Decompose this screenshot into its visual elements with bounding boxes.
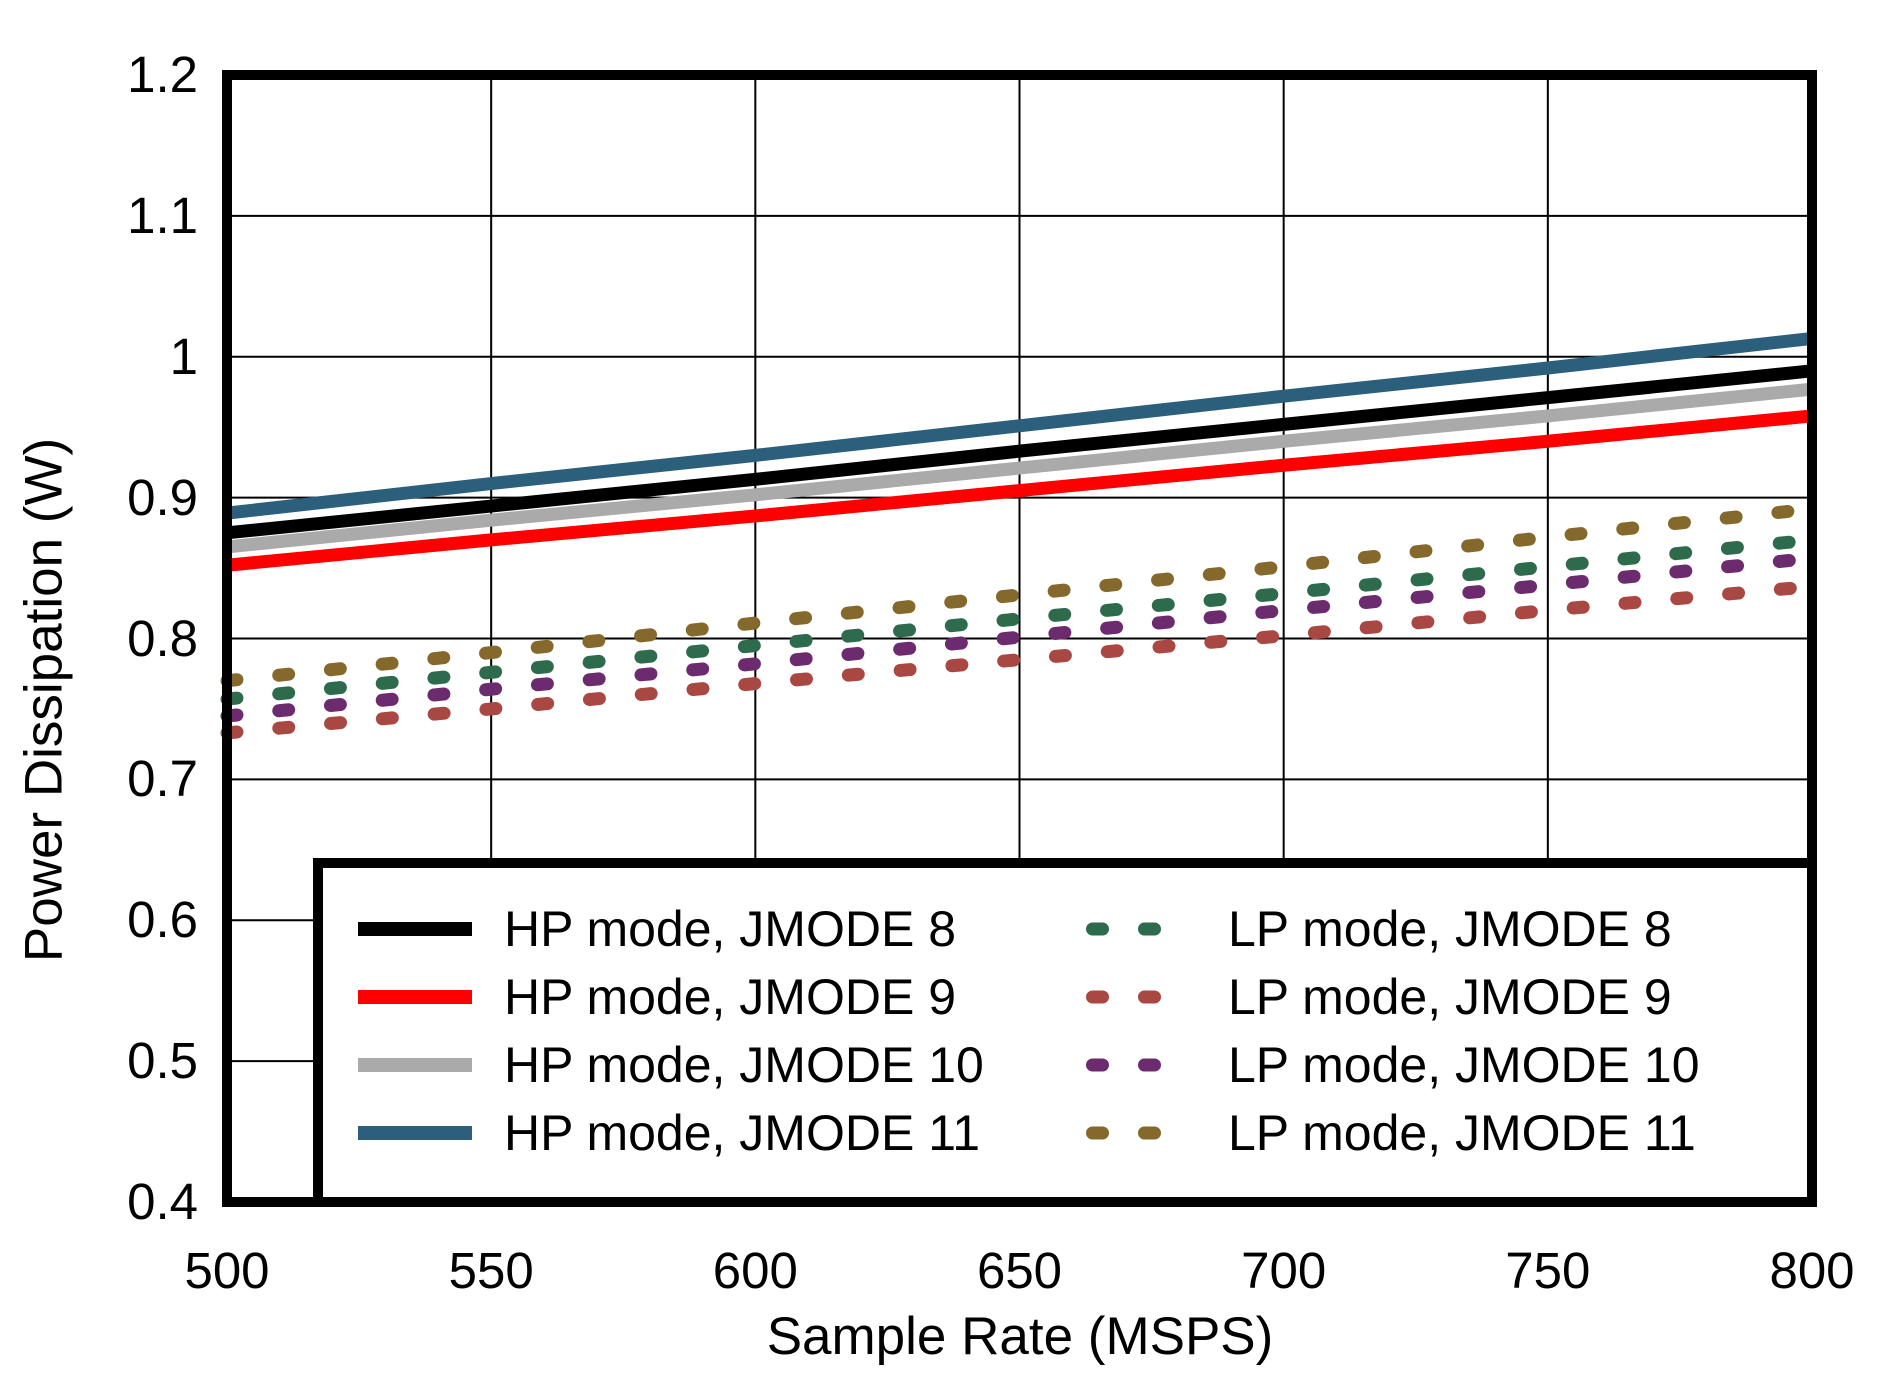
series-line-hp-mode-jmode-8 xyxy=(226,364,1813,540)
legend-swatch-solid xyxy=(358,1058,472,1072)
y-tick-label: 0.9 xyxy=(127,468,198,526)
y-tick-label: 0.6 xyxy=(127,891,198,949)
x-tick-label: 750 xyxy=(1505,1242,1591,1299)
legend-label: LP mode, JMODE 8 xyxy=(1228,901,1672,957)
legend-item: LP mode, JMODE 9 xyxy=(1086,963,1807,1031)
y-tick-label: 1.1 xyxy=(127,186,198,244)
series-line-lp-mode-jmode-8 xyxy=(220,533,1819,706)
y-tick-label: 0.4 xyxy=(127,1173,198,1230)
legend-item: LP mode, JMODE 10 xyxy=(1086,1031,1807,1099)
y-tick-label: 0.5 xyxy=(127,1032,198,1090)
x-tick-label: 600 xyxy=(712,1242,798,1299)
legend-label: LP mode, JMODE 9 xyxy=(1228,969,1672,1025)
series-line-lp-mode-jmode-10 xyxy=(220,551,1819,723)
x-tick-label: 650 xyxy=(976,1242,1063,1299)
legend-item: LP mode, JMODE 8 xyxy=(1086,895,1807,963)
legend-row: HP mode, JMODE 10 LP mode, JMODE 10 xyxy=(323,1031,1807,1099)
legend-swatch-solid xyxy=(358,990,472,1004)
legend-item: HP mode, JMODE 8 xyxy=(323,895,1086,963)
y-tick-label: 0.8 xyxy=(127,609,198,667)
series-line-hp-mode-jmode-10 xyxy=(226,382,1813,554)
legend-item: HP mode, JMODE 9 xyxy=(323,963,1086,1031)
legend-label: HP mode, JMODE 8 xyxy=(504,901,957,957)
legend-swatch-dashed xyxy=(1086,1126,1166,1140)
legend: HP mode, JMODE 8 LP mode, JMODE 8 HP mode,… xyxy=(313,858,1817,1207)
y-tick-label: 1 xyxy=(169,327,198,385)
legend-row: HP mode, JMODE 8 LP mode, JMODE 8 xyxy=(323,895,1807,963)
legend-item: LP mode, JMODE 11 xyxy=(1086,1099,1807,1167)
legend-row: HP mode, JMODE 9 LP mode, JMODE 9 xyxy=(323,963,1807,1031)
legend-item: HP mode, JMODE 11 xyxy=(323,1099,1086,1167)
series-line-lp-mode-jmode-11 xyxy=(220,502,1819,688)
legend-swatch-solid xyxy=(358,922,472,936)
legend-item: HP mode, JMODE 10 xyxy=(323,1031,1086,1099)
legend-swatch-dashed xyxy=(1086,1058,1166,1072)
x-axis-title: Sample Rate (MSPS) xyxy=(766,1307,1274,1366)
series-line-hp-mode-jmode-9 xyxy=(226,409,1813,572)
legend-swatch-dashed xyxy=(1086,922,1166,936)
legend-row: HP mode, JMODE 11 LP mode, JMODE 11 xyxy=(323,1099,1807,1167)
x-tick-label: 800 xyxy=(1769,1242,1855,1299)
y-tick-label: 0.7 xyxy=(127,750,198,808)
x-tick-label: 550 xyxy=(448,1242,534,1299)
x-tick-label: 500 xyxy=(184,1242,270,1299)
y-tick-label: 1.2 xyxy=(127,46,198,103)
legend-label: LP mode, JMODE 10 xyxy=(1228,1037,1700,1093)
legend-label: HP mode, JMODE 9 xyxy=(504,969,957,1025)
legend-swatch-solid xyxy=(358,1126,472,1140)
series-line-lp-mode-jmode-9 xyxy=(220,579,1819,740)
legend-label: HP mode, JMODE 10 xyxy=(504,1037,984,1093)
legend-label: LP mode, JMODE 11 xyxy=(1228,1105,1696,1161)
series-line-hp-mode-jmode-11 xyxy=(226,331,1813,520)
legend-label: HP mode, JMODE 11 xyxy=(504,1105,981,1161)
x-tick-label: 700 xyxy=(1241,1242,1327,1299)
legend-swatch-dashed xyxy=(1086,990,1166,1004)
